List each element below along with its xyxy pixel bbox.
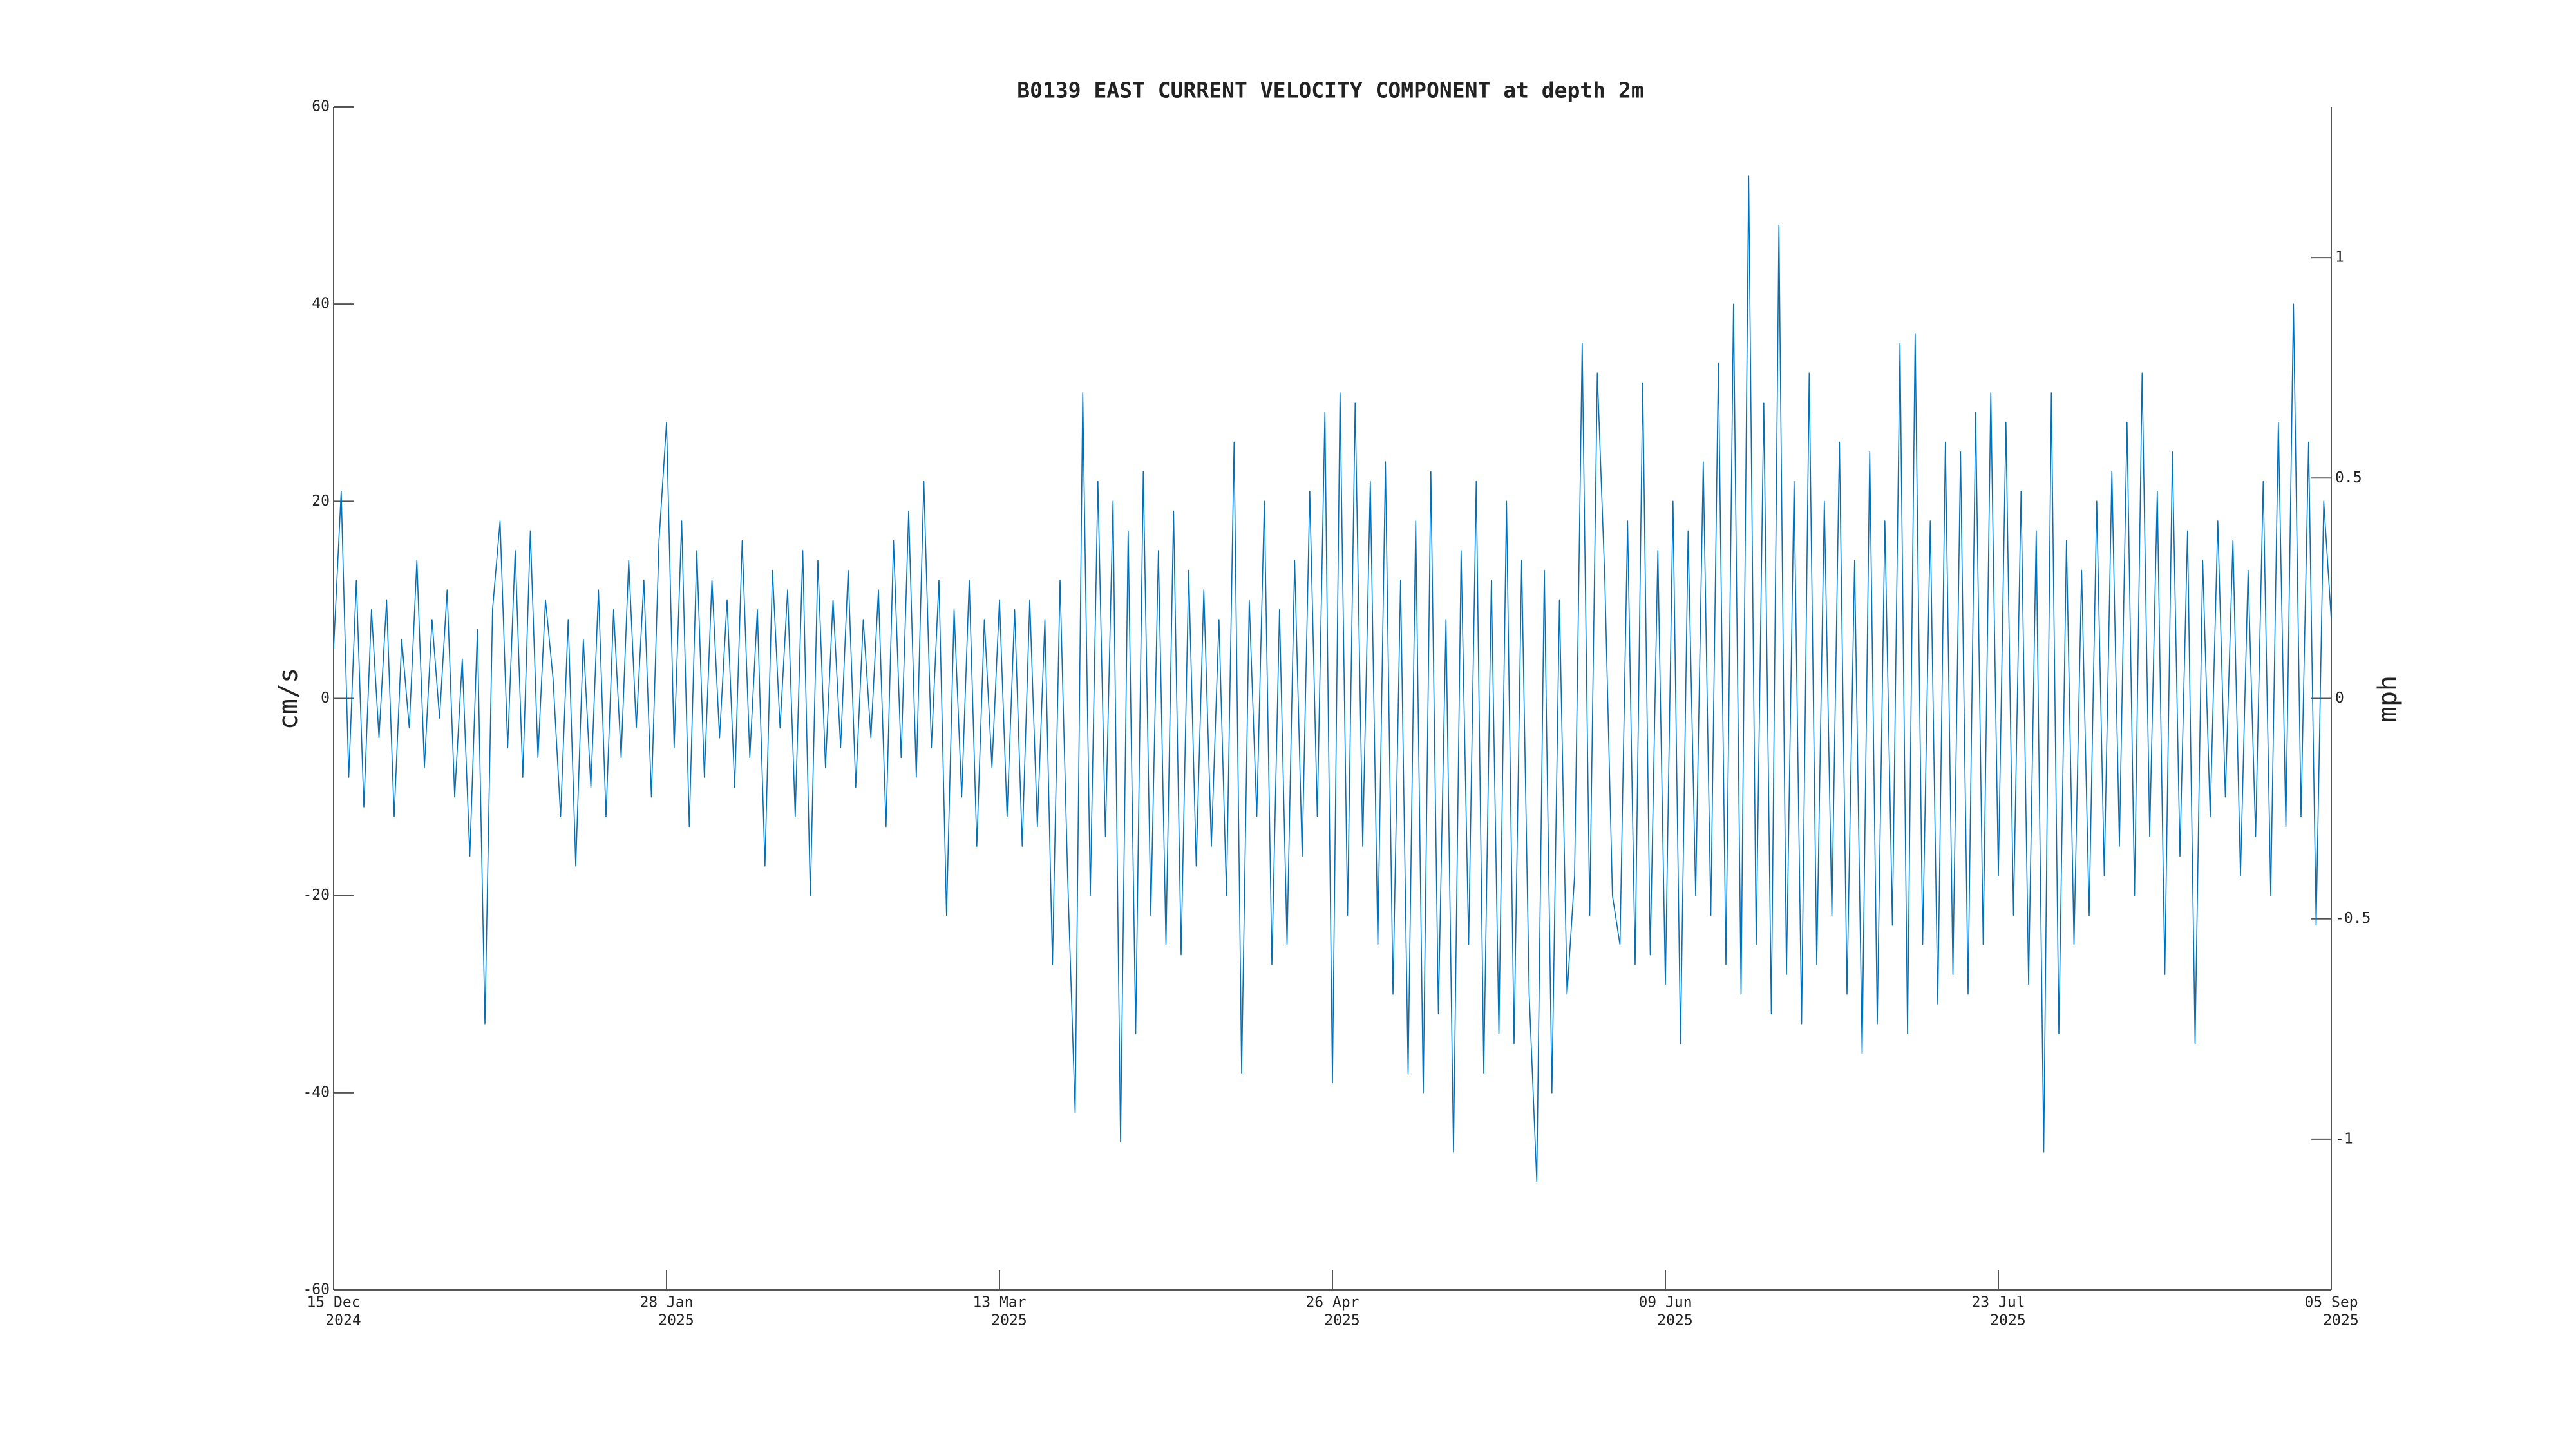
y-tick-label: -20 — [303, 887, 330, 904]
x-tick-label: 28 Jan — [639, 1294, 693, 1311]
x-tick-year: 2025 — [1324, 1312, 1359, 1329]
y-axis-label: cm/s — [274, 668, 303, 730]
chart-title: B0139 EAST CURRENT VELOCITY COMPONENT at… — [1017, 78, 1644, 103]
x-tick-year: 2025 — [991, 1312, 1027, 1329]
y-tick-label: -60 — [303, 1282, 330, 1298]
y2-tick-label: 0.5 — [2335, 469, 2362, 486]
x-tick-year: 2025 — [658, 1312, 694, 1329]
x-tick-label: 23 Jul — [1971, 1294, 2025, 1311]
y2-tick-label: 1 — [2335, 249, 2344, 266]
x-tick-year: 2024 — [325, 1312, 361, 1329]
x-tick-label: 09 Jun — [1638, 1294, 1692, 1311]
x-tick-label: 05 Sep — [2304, 1294, 2358, 1311]
y2-tick-label: -0.5 — [2335, 910, 2371, 927]
y-tick-label: -40 — [303, 1084, 330, 1101]
x-tick-label: 13 Mar — [972, 1294, 1026, 1311]
y-tick-label: 60 — [312, 99, 330, 115]
y-tick-label: 0 — [321, 690, 330, 706]
x-tick-year: 2025 — [1990, 1312, 2025, 1329]
y-tick-label: 40 — [312, 296, 330, 312]
x-tick-label: 26 Apr — [1305, 1294, 1359, 1311]
y-tick-label: 20 — [312, 493, 330, 509]
x-tick-label: 15 Dec — [307, 1294, 360, 1311]
y2-axis-label: mph — [2373, 676, 2403, 722]
x-tick-year: 2025 — [1657, 1312, 1692, 1329]
y2-tick-label: -1 — [2335, 1130, 2353, 1147]
data-line — [333, 175, 2332, 1182]
x-tick-year: 2025 — [2323, 1312, 2358, 1329]
y2-tick-label: 0 — [2335, 690, 2344, 706]
